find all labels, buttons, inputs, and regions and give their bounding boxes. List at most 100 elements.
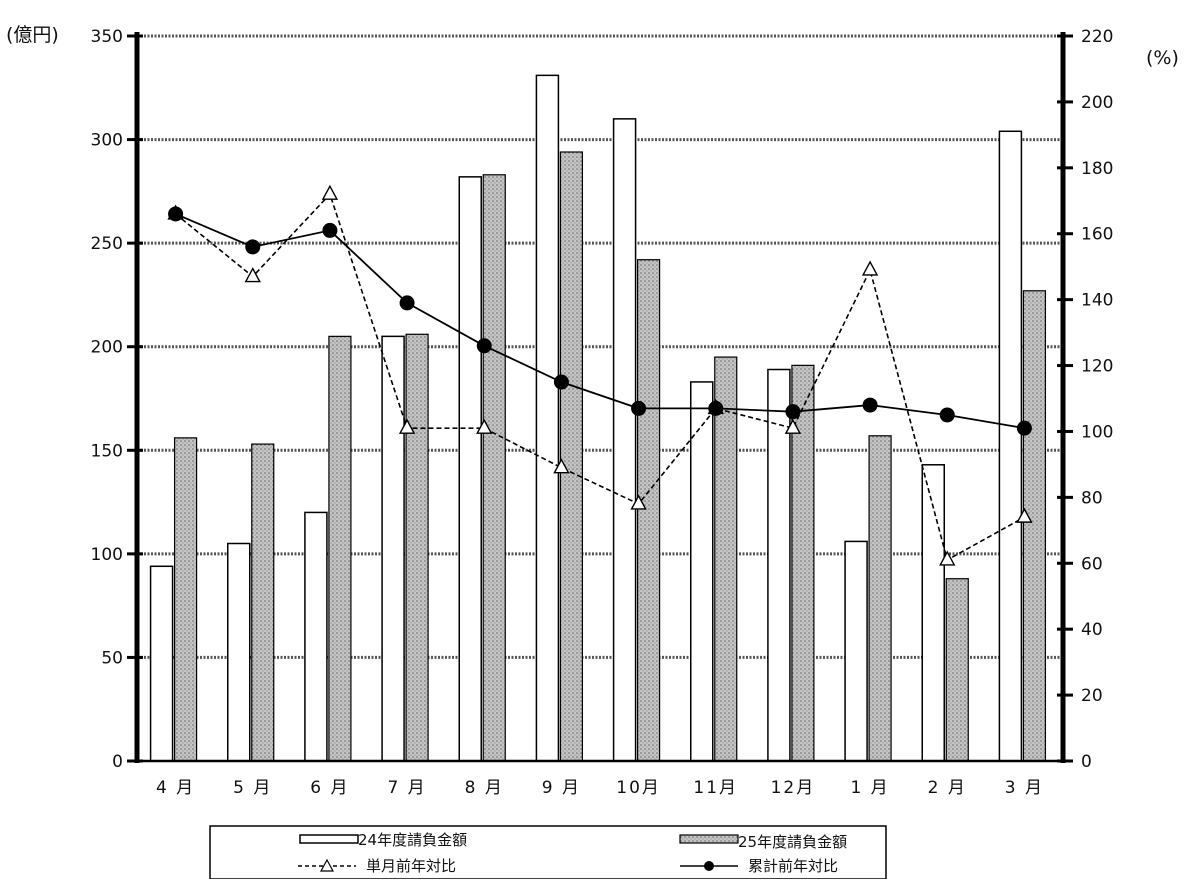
bar-25 (328, 335, 352, 762)
monthly-ratio-point (630, 494, 647, 510)
monthly-ratio-point (1016, 507, 1033, 523)
bar-25 (945, 578, 969, 762)
lines (167, 184, 1033, 566)
legend-triangle-marker (319, 858, 335, 872)
cumulative-ratio-point (631, 400, 647, 416)
legend: 24年度請負金額 25年度請負金額 単月前年対比 累計前年対比 (209, 825, 887, 880)
left-tick-label: 200 (91, 338, 123, 358)
cumulative-ratio-point (168, 206, 184, 222)
bar-24 (690, 381, 714, 762)
bar-24 (458, 176, 482, 762)
bar-24 (998, 130, 1023, 762)
cumulative-ratio-point (1016, 420, 1032, 436)
category-label: 2 月 (928, 778, 967, 798)
category-label: 7 月 (387, 778, 426, 798)
category-label: 5 月 (233, 778, 272, 798)
category-label: 8 月 (465, 778, 504, 798)
bar-24 (612, 118, 637, 762)
monthly-ratio-point (553, 458, 570, 474)
monthly-ratio-point (321, 184, 339, 200)
bar-24 (767, 368, 791, 762)
monthly-ratio-point (244, 267, 261, 283)
bar-25 (405, 333, 429, 762)
legend-label-monthly: 単月前年対比 (366, 857, 456, 875)
right-tick-label: 220 (1081, 27, 1113, 47)
right-tick-label: 140 (1081, 291, 1113, 311)
gridlines (137, 34, 1063, 659)
left-axis-unit-label: (億円) (6, 24, 59, 46)
monthly-ratio-point (784, 418, 802, 434)
bar-24 (304, 511, 328, 762)
right-tick-label: 0 (1081, 752, 1092, 772)
category-label: 3 月 (1005, 778, 1044, 798)
bar-24 (227, 542, 251, 762)
legend-item-cumulative-ratio: 累計前年対比 (680, 857, 838, 875)
cumulative-ratio-point (245, 239, 261, 255)
right-axis-unit-label: (%) (1146, 47, 1179, 69)
right-tick-label: 200 (1081, 93, 1113, 113)
right-tick-label: 180 (1081, 159, 1113, 179)
right-tick-label: 20 (1081, 686, 1103, 706)
category-label: 6 月 (310, 778, 349, 798)
bar-24 (149, 565, 174, 762)
legend-item-monthly-ratio: 単月前年対比 (298, 857, 456, 875)
legend-item-25-bar: 25年度請負金額 (679, 833, 847, 851)
category-label: 10月 (616, 778, 661, 798)
legend-item-24-bar: 24年度請負金額 (299, 831, 467, 849)
right-tick-label: 120 (1081, 357, 1113, 377)
left-tick-label: 250 (91, 234, 123, 254)
left-tick-label: 300 (91, 131, 123, 151)
cumulative-ratio-point (785, 404, 801, 420)
monthly-ratio-point (476, 418, 493, 434)
right-tick-label: 60 (1081, 554, 1103, 574)
bar-25 (482, 174, 506, 762)
right-tick-label: 100 (1081, 422, 1113, 442)
category-label: 11月 (693, 778, 738, 798)
bar-24 (844, 540, 868, 762)
right-tick-label: 160 (1081, 225, 1113, 245)
cumulative-ratio-point (862, 397, 878, 413)
legend-circle-marker (704, 861, 714, 871)
monthly-ratio-point (939, 550, 956, 566)
left-tick-label: 350 (91, 27, 123, 47)
cumulative-ratio-point (322, 222, 338, 238)
legend-swatch-hatched-bar (679, 834, 739, 844)
bar-24 (921, 464, 945, 762)
legend-label-24: 24年度請負金額 (358, 831, 467, 849)
bar-25 (251, 443, 275, 762)
cumulative-ratio-point (939, 407, 955, 423)
bar-25 (559, 151, 584, 762)
left-tick-label: 150 (91, 441, 123, 461)
category-label: 9 月 (542, 778, 581, 798)
bar-25 (714, 356, 738, 762)
right-tick-label: 80 (1081, 488, 1103, 508)
legend-label-cumulative: 累計前年対比 (748, 857, 838, 875)
monthly-ratio-point (861, 260, 879, 276)
left-tick-label: 50 (101, 648, 123, 668)
left-tick-label: 100 (91, 545, 123, 565)
category-label: 12月 (771, 778, 816, 798)
legend-label-25: 25年度請負金額 (738, 833, 847, 851)
cumulative-ratio-point (399, 295, 415, 311)
cumulative-ratio-point (476, 338, 492, 354)
bars (149, 74, 1047, 762)
monthly-ratio-line (175, 192, 1025, 562)
category-label: 4 月 (156, 778, 195, 798)
bar-25 (868, 435, 892, 762)
bar-24 (535, 74, 560, 762)
bar-25 (636, 259, 661, 762)
bar-25 (1022, 290, 1047, 762)
monthly-ratio-point (398, 418, 416, 434)
cumulative-ratio-line (175, 213, 1025, 430)
axes (127, 32, 1073, 763)
bar-24 (381, 335, 405, 762)
cumulative-ratio-point (553, 374, 569, 390)
legend-swatch-white-bar (299, 834, 359, 844)
left-tick-label: 0 (112, 752, 123, 772)
right-tick-label: 40 (1081, 620, 1103, 640)
cumulative-ratio-point (708, 400, 724, 416)
category-label: 1 月 (850, 778, 889, 798)
